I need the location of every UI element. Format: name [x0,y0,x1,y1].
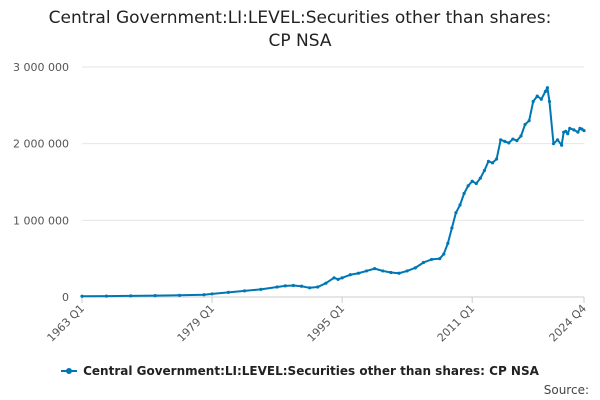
data-point[interactable] [364,269,369,273]
data-point[interactable] [210,292,214,296]
legend-marker-icon [61,367,78,375]
series-line[interactable] [81,86,585,298]
data-point[interactable] [356,271,361,275]
data-point[interactable] [564,129,568,133]
data-point[interactable] [397,271,401,275]
data-point[interactable] [153,294,157,298]
data-point[interactable] [291,283,295,288]
data-point[interactable] [499,138,503,142]
data-point[interactable] [259,287,263,291]
data-point[interactable] [389,270,393,275]
y-tick-label: 1 000 000 [13,214,69,227]
data-point[interactable] [474,181,478,186]
data-point[interactable] [177,293,182,297]
data-point[interactable] [275,285,279,289]
data-point[interactable] [495,157,499,161]
data-point[interactable] [582,129,586,133]
data-point[interactable] [413,266,417,270]
data-point[interactable] [336,277,340,281]
data-point[interactable] [332,276,336,280]
data-point[interactable] [535,94,539,98]
data-point[interactable] [523,122,527,127]
data-point[interactable] [551,142,556,146]
data-point[interactable] [458,203,462,207]
data-point[interactable] [507,141,511,145]
x-tick-label: 2024 Q4 [547,302,590,345]
data-point[interactable] [308,286,312,290]
data-point[interactable] [454,211,458,215]
data-point[interactable] [511,137,515,141]
series-group [80,86,586,298]
y-tick-label: 2 000 000 [13,138,69,151]
data-point[interactable] [462,191,466,196]
grid-lines [82,66,584,298]
data-point[interactable] [442,252,446,256]
y-axis-ticks: 0 1 000 000 2 000 000 3 000 000 [13,61,69,304]
x-tick-label: 1963 Q1 [45,302,88,345]
data-point[interactable] [226,290,230,294]
x-axis: 1963 Q1 1979 Q1 1995 Q1 2011 Q1 2024 Q4 [45,296,590,345]
data-point[interactable] [539,97,543,101]
data-point[interactable] [547,99,552,104]
data-point[interactable] [80,294,84,298]
data-point[interactable] [470,179,474,183]
data-point[interactable] [482,168,487,173]
data-point[interactable] [545,86,550,90]
data-point[interactable] [478,176,482,180]
data-point[interactable] [490,161,495,165]
data-point[interactable] [299,284,304,288]
data-point[interactable] [129,294,133,298]
data-point[interactable] [515,139,519,143]
data-point[interactable] [568,126,572,130]
data-point[interactable] [421,260,426,265]
data-point[interactable] [566,132,570,136]
data-point[interactable] [572,128,576,132]
data-point[interactable] [555,138,560,142]
data-point[interactable] [316,285,320,289]
data-point[interactable] [527,119,531,123]
x-tick-label: 2011 Q1 [435,302,478,345]
data-point[interactable] [104,294,108,298]
data-point[interactable] [405,269,409,273]
data-point[interactable] [324,281,328,285]
data-point[interactable] [381,269,385,273]
y-tick-label: 3 000 000 [13,61,69,74]
data-point[interactable] [503,139,507,143]
data-point[interactable] [446,241,450,245]
legend-label: Central Government:LI:LEVEL:Securities o… [83,364,539,378]
data-point[interactable] [576,130,580,134]
legend[interactable]: Central Government:LI:LEVEL:Securities o… [0,364,600,378]
data-point[interactable] [450,226,454,230]
data-point[interactable] [560,143,564,147]
data-point[interactable] [340,276,344,280]
data-point[interactable] [202,293,206,297]
data-point[interactable] [438,257,442,261]
chart-title-line-1: Central Government:LI:LEVEL:Securities o… [48,8,552,28]
data-point[interactable] [519,134,523,138]
data-point[interactable] [466,184,470,188]
chart-title-line-2: CP NSA [268,31,332,51]
data-point[interactable] [242,289,247,293]
chart-title: Central Government:LI:LEVEL:Securities o… [0,7,600,53]
data-point[interactable] [543,89,547,94]
data-point[interactable] [348,273,352,277]
source-label: Source: [543,383,589,397]
data-point[interactable] [283,284,287,288]
x-tick-label: 1995 Q1 [305,302,348,345]
data-point[interactable] [531,99,535,104]
data-point[interactable] [486,159,491,163]
data-point[interactable] [373,267,377,271]
x-tick-label: 1979 Q1 [175,302,218,345]
y-tick-label: 0 [62,291,69,304]
data-point[interactable] [429,257,434,262]
